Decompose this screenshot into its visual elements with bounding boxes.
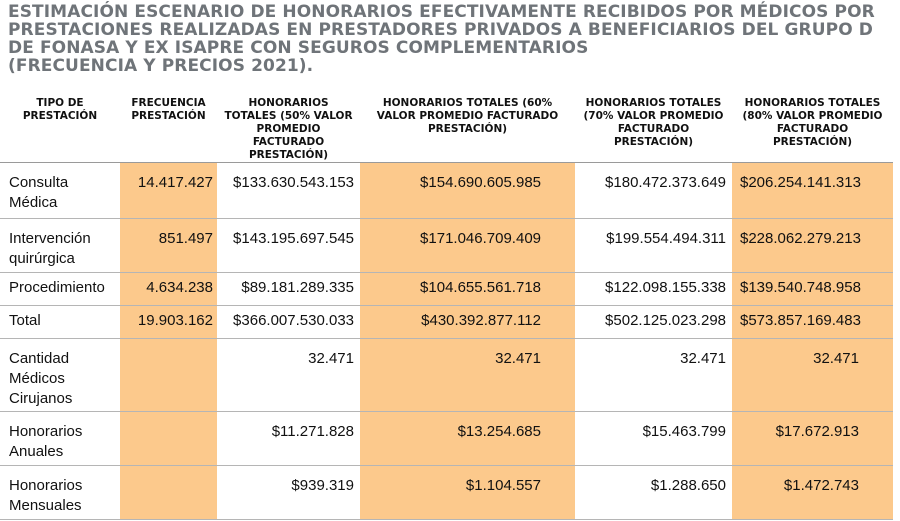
cell-honorarios-70: $502.125.023.298 (575, 305, 732, 339)
cell-honorarios-50: $133.630.543.153 (217, 162, 360, 219)
cell-honorarios-80: $228.062.279.213 (732, 218, 893, 273)
cell-honorarios-70: $122.098.155.338 (575, 272, 732, 306)
header-tipo-prestacion: TIPO DE PRESTACIÓN (0, 96, 120, 163)
cell-frecuencia: 4.634.238 (120, 272, 217, 306)
fees-table: TIPO DE PRESTACIÓN FRECUENCIA PRESTACIÓN… (0, 96, 893, 520)
cell-honorarios-70: $180.472.373.649 (575, 162, 732, 219)
cell-honorarios-60: $104.655.561.718 (360, 272, 575, 306)
cell-honorarios-70: $199.554.494.311 (575, 218, 732, 273)
cell-honorarios-60: $13.254.685 (360, 411, 575, 466)
title-line: ESTIMACIÓN ESCENARIO DE HONORARIOS EFECT… (8, 2, 875, 22)
title-line: (FRECUENCIA Y PRECIOS 2021). (8, 56, 314, 76)
table-row: Procedimiento 4.634.238 $89.181.289.335 … (0, 272, 893, 306)
cell-honorarios-80: $206.254.141.313 (732, 162, 893, 219)
cell-honorarios-50: $89.181.289.335 (217, 272, 360, 306)
cell-frecuencia: 851.497 (120, 218, 217, 273)
header-frecuencia: FRECUENCIA PRESTACIÓN (120, 96, 217, 163)
cell-honorarios-60: $171.046.709.409 (360, 218, 575, 273)
row-label: Intervención quirúrgica (0, 218, 120, 273)
cell-honorarios-60: 32.471 (360, 338, 575, 412)
cell-honorarios-50: $143.195.697.545 (217, 218, 360, 273)
cell-frecuencia: 14.417.427 (120, 162, 217, 219)
cell-honorarios-80: $1.472.743 (732, 465, 893, 520)
title-line: PRESTACIONES REALIZADAS EN PRESTADORES P… (8, 20, 873, 40)
cell-frecuencia (120, 465, 217, 520)
table-row: Cantidad Médicos Cirujanos 32.471 32.471… (0, 338, 893, 412)
table-row: Consulta Médica 14.417.427 $133.630.543.… (0, 162, 893, 219)
cell-honorarios-50: $939.319 (217, 465, 360, 520)
row-label: Cantidad Médicos Cirujanos (0, 338, 120, 412)
header-honorarios-80: HONORARIOS TOTALES (80% VALOR PROMEDIO F… (732, 96, 893, 163)
row-label: Procedimiento (0, 272, 120, 306)
cell-frecuencia (120, 411, 217, 466)
row-label: Total (0, 305, 120, 339)
table-row: Honorarios Anuales $11.271.828 $13.254.6… (0, 411, 893, 466)
cell-honorarios-60: $430.392.877.112 (360, 305, 575, 339)
cell-frecuencia: 19.903.162 (120, 305, 217, 339)
title-line: DE FONASA Y EX ISAPRE CON SEGUROS COMPLE… (8, 38, 589, 58)
cell-frecuencia (120, 338, 217, 412)
row-label: Honorarios Mensuales (0, 465, 120, 520)
table-header-row: TIPO DE PRESTACIÓN FRECUENCIA PRESTACIÓN… (0, 96, 893, 163)
table-row: Intervención quirúrgica 851.497 $143.195… (0, 218, 893, 273)
header-honorarios-60: HONORARIOS TOTALES (60% VALOR PROMEDIO F… (360, 96, 575, 163)
row-label: Consulta Médica (0, 162, 120, 219)
table-row: Total 19.903.162 $366.007.530.033 $430.3… (0, 305, 893, 339)
header-honorarios-50: HONORARIOS TOTALES (50% VALOR PROMEDIO F… (217, 96, 360, 163)
report-title: ESTIMACIÓN ESCENARIO DE HONORARIOS EFECT… (8, 3, 888, 75)
cell-honorarios-80: $573.857.169.483 (732, 305, 893, 339)
cell-honorarios-60: $154.690.605.985 (360, 162, 575, 219)
row-label: Honorarios Anuales (0, 411, 120, 466)
cell-honorarios-70: 32.471 (575, 338, 732, 412)
cell-honorarios-80: $17.672.913 (732, 411, 893, 466)
cell-honorarios-60: $1.104.557 (360, 465, 575, 520)
cell-honorarios-50: 32.471 (217, 338, 360, 412)
header-honorarios-70: HONORARIOS TOTALES (70% VALOR PROMEDIO F… (575, 96, 732, 163)
cell-honorarios-50: $11.271.828 (217, 411, 360, 466)
cell-honorarios-80: 32.471 (732, 338, 893, 412)
cell-honorarios-80: $139.540.748.958 (732, 272, 893, 306)
cell-honorarios-50: $366.007.530.033 (217, 305, 360, 339)
table-row: Honorarios Mensuales $939.319 $1.104.557… (0, 465, 893, 520)
cell-honorarios-70: $1.288.650 (575, 465, 732, 520)
cell-honorarios-70: $15.463.799 (575, 411, 732, 466)
